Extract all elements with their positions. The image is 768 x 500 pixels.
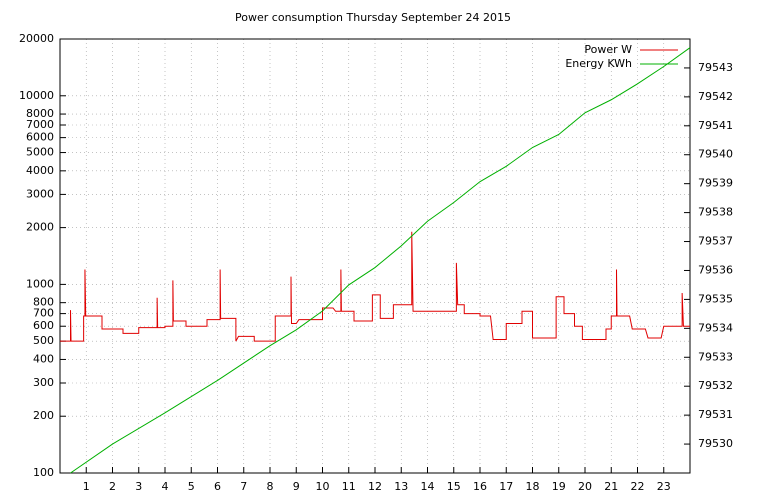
y-tick-label: 10000 — [19, 89, 54, 102]
x-tick-label: 23 — [657, 480, 671, 493]
y2-tick-label: 79537 — [698, 235, 733, 248]
x-tick-label: 1 — [83, 480, 90, 493]
x-tick-label: 5 — [188, 480, 195, 493]
series-line — [70, 47, 691, 474]
y-tick-label: 500 — [33, 334, 54, 347]
x-tick-label: 21 — [604, 480, 618, 493]
x-tick-label: 16 — [473, 480, 487, 493]
x-tick-label: 13 — [394, 480, 408, 493]
x-tick-label: 8 — [267, 480, 274, 493]
x-tick-label: 10 — [316, 480, 330, 493]
x-tick-label: 18 — [526, 480, 540, 493]
x-tick-label: 11 — [342, 480, 356, 493]
y2-tick-label: 79536 — [698, 263, 733, 276]
y-tick-label: 800 — [33, 296, 54, 309]
x-tick-label: 7 — [240, 480, 247, 493]
y-tick-label: 6000 — [26, 131, 54, 144]
y2-tick-label: 79535 — [698, 292, 733, 305]
y2-tick-label: 79531 — [698, 408, 733, 421]
y-tick-label: 400 — [33, 352, 54, 365]
y-tick-label: 3000 — [26, 187, 54, 200]
y2-tick-label: 79533 — [698, 350, 733, 363]
series-line — [60, 231, 690, 342]
y2-tick-label: 79540 — [698, 148, 733, 161]
y-tick-label: 600 — [33, 319, 54, 332]
x-tick-label: 12 — [368, 480, 382, 493]
chart-title: Power consumption Thursday September 24 … — [235, 11, 511, 24]
y-tick-label: 2000 — [26, 221, 54, 234]
y-tick-label: 1000 — [26, 277, 54, 290]
legend-label: Power W — [584, 43, 632, 56]
y2-tick-label: 79539 — [698, 177, 733, 190]
y-tick-label: 5000 — [26, 146, 54, 159]
y2-tick-label: 79538 — [698, 206, 733, 219]
x-tick-label: 20 — [578, 480, 592, 493]
y-tick-label: 4000 — [26, 164, 54, 177]
x-tick-label: 9 — [293, 480, 300, 493]
x-tick-label: 17 — [499, 480, 513, 493]
x-tick-label: 3 — [135, 480, 142, 493]
y-tick-label: 8000 — [26, 107, 54, 120]
plot-frame — [59, 38, 691, 474]
y-tick-label: 300 — [33, 376, 54, 389]
x-tick-label: 4 — [162, 480, 169, 493]
y2-tick-label: 79530 — [698, 437, 733, 450]
y2-tick-label: 79543 — [698, 61, 733, 74]
y-tick-label: 100 — [33, 466, 54, 479]
x-tick-label: 15 — [447, 480, 461, 493]
y2-tick-label: 79541 — [698, 119, 733, 132]
y2-tick-label: 79542 — [698, 90, 733, 103]
x-tick-label: 6 — [214, 480, 221, 493]
x-tick-label: 14 — [421, 480, 435, 493]
y2-tick-label: 79534 — [698, 321, 733, 334]
y-tick-label: 200 — [33, 409, 54, 422]
x-tick-label: 19 — [552, 480, 566, 493]
y-tick-label: 7000 — [26, 118, 54, 131]
x-tick-label: 2 — [109, 480, 116, 493]
y-tick-label: 700 — [33, 307, 54, 320]
x-tick-label: 22 — [631, 480, 645, 493]
y-tick-label: 20000 — [19, 32, 54, 45]
legend-label: Energy KWh — [565, 57, 632, 70]
y2-tick-label: 79532 — [698, 379, 733, 392]
